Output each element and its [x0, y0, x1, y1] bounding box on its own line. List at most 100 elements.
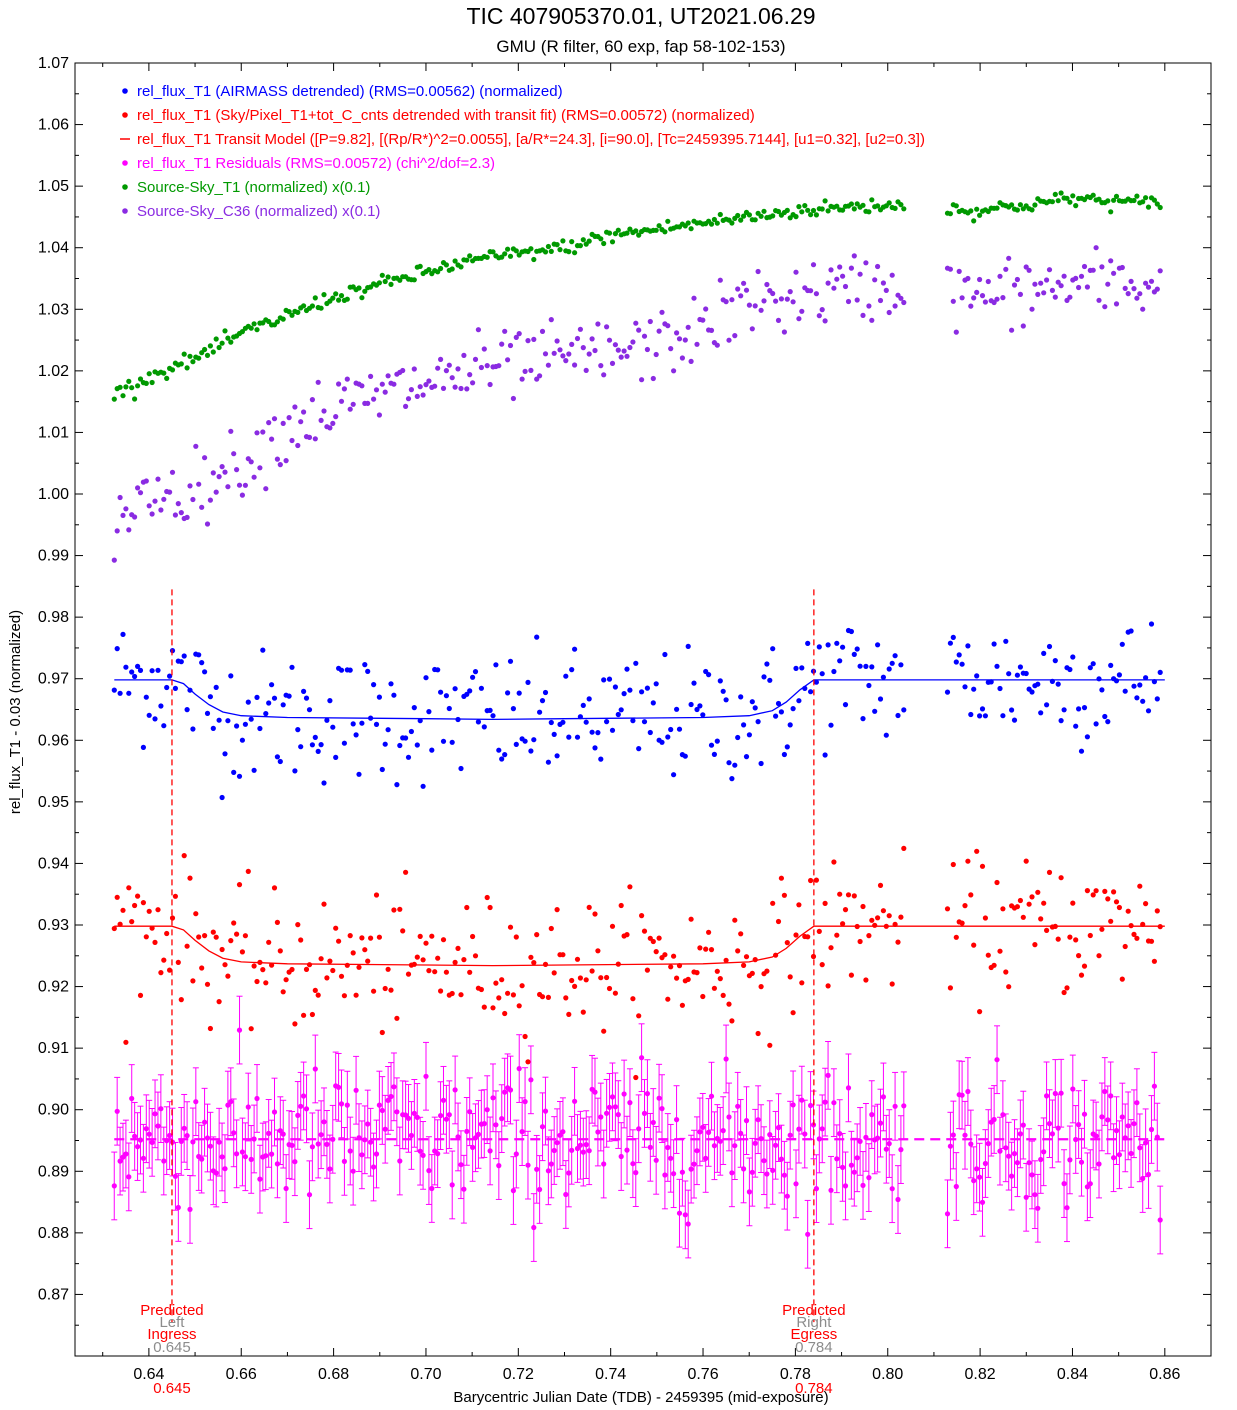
data-point [187, 353, 193, 359]
data-point [1128, 1150, 1134, 1157]
data-point [231, 920, 237, 926]
data-point [362, 947, 368, 953]
data-point [650, 1119, 656, 1126]
data-point [271, 1109, 278, 1115]
data-point [877, 297, 884, 304]
data-point [1143, 195, 1149, 201]
data-point [1029, 306, 1035, 312]
data-point [519, 376, 525, 382]
data-point [601, 677, 607, 683]
data-point [487, 904, 493, 911]
data-point [1154, 286, 1160, 292]
data-point [254, 327, 260, 333]
data-point [417, 1148, 423, 1154]
data-point [1052, 658, 1058, 664]
data-point [959, 1092, 965, 1098]
data-point [196, 652, 202, 658]
data-point [312, 1066, 318, 1072]
data-point [612, 684, 619, 690]
data-point [368, 373, 374, 379]
data-point [143, 1126, 149, 1132]
data-point [225, 1102, 231, 1108]
data-point [248, 1026, 254, 1032]
data-point [1052, 1090, 1058, 1097]
data-point [321, 292, 327, 298]
data-point [1029, 689, 1035, 695]
data-point [1140, 1175, 1146, 1182]
data-point [729, 297, 735, 303]
data-point [461, 352, 467, 358]
data-point [787, 289, 793, 295]
data-point [580, 702, 586, 709]
data-point [301, 688, 307, 695]
data-point [822, 900, 828, 907]
data-point [840, 921, 846, 927]
data-point [373, 892, 380, 898]
data-point [1105, 281, 1111, 287]
data-point [385, 727, 391, 733]
data-point [368, 935, 374, 941]
data-point [1032, 1192, 1038, 1198]
data-point [726, 1001, 732, 1007]
data-point [563, 1191, 569, 1198]
data-point [373, 387, 380, 393]
data-point [435, 365, 441, 371]
data-point [336, 1084, 342, 1090]
data-point [376, 934, 382, 940]
data-point [668, 964, 674, 970]
data-point [668, 1155, 674, 1161]
data-point [1067, 199, 1073, 205]
data-point [507, 253, 514, 259]
data-point [676, 726, 683, 732]
data-point [239, 737, 245, 743]
data-point [321, 1119, 327, 1125]
data-point [455, 945, 461, 952]
data-point [813, 212, 820, 218]
data-point [362, 662, 368, 668]
data-point [405, 1115, 412, 1121]
data-point [796, 1126, 802, 1132]
data-point [528, 367, 534, 373]
data-point [671, 953, 677, 959]
data-point [650, 700, 656, 706]
data-point [633, 660, 639, 666]
data-point [449, 1182, 455, 1188]
data-point [405, 396, 412, 402]
data-point [822, 752, 828, 758]
data-point [863, 260, 869, 266]
data-point [1125, 908, 1131, 914]
data-point [994, 879, 1000, 886]
data-point [810, 207, 817, 214]
data-point [338, 293, 345, 299]
data-point [114, 1108, 120, 1114]
data-point [644, 1091, 651, 1097]
data-point [583, 977, 589, 983]
data-point [860, 903, 866, 910]
data-point [752, 303, 758, 309]
data-point [872, 708, 878, 714]
data-point [542, 249, 549, 255]
data-point [845, 892, 852, 898]
data-point [213, 684, 219, 691]
data-point [968, 892, 974, 898]
data-point [239, 492, 245, 498]
data-point [531, 1224, 537, 1231]
data-point [443, 693, 449, 699]
data-point [1006, 255, 1012, 261]
data-point [135, 383, 141, 389]
data-point [234, 1151, 240, 1157]
data-point [595, 321, 601, 327]
y-tick-label: 1.01 [38, 424, 69, 441]
data-point [219, 946, 225, 953]
data-point [971, 218, 977, 224]
data-point [210, 470, 216, 476]
data-point [359, 383, 365, 389]
data-point [135, 663, 141, 670]
data-point [586, 351, 592, 357]
data-point [490, 1005, 496, 1011]
data-point [254, 978, 260, 985]
data-point [132, 673, 138, 680]
data-point [216, 1139, 222, 1145]
data-point [391, 1084, 397, 1090]
x-tick-label: 0.82 [965, 1366, 996, 1383]
